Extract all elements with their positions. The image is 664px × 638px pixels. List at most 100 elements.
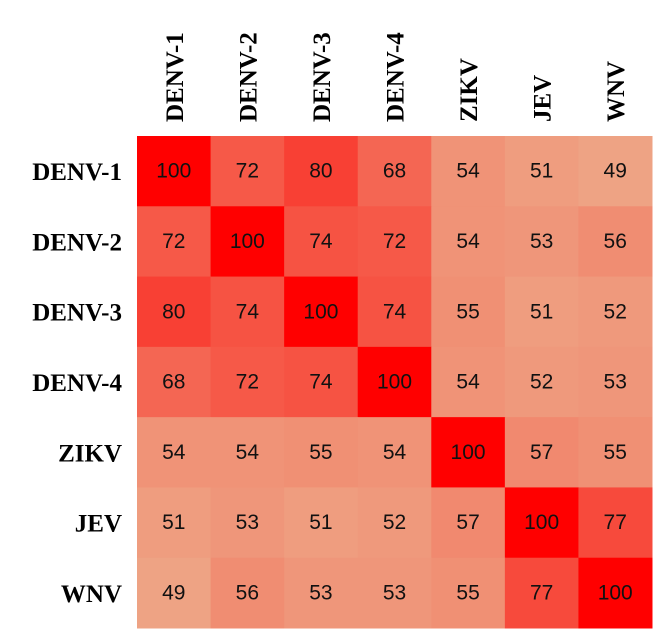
cell-label: 55 — [309, 441, 332, 464]
cell-label: 55 — [604, 441, 627, 464]
x-tick-label: DENV-2 — [235, 32, 262, 122]
cell-label: 100 — [230, 230, 265, 253]
y-tick-label: DENV-2 — [32, 229, 122, 256]
cell-label: 54 — [162, 441, 186, 464]
heatmap-cell — [284, 417, 359, 488]
heatmap-cell — [357, 136, 432, 207]
cell-label: 53 — [383, 581, 406, 604]
heatmap-cell — [578, 487, 653, 559]
x-tick-label: DENV-3 — [309, 32, 336, 122]
heatmap-cell — [137, 276, 212, 348]
cell-label: 77 — [604, 511, 627, 534]
cell-label: 54 — [456, 230, 480, 253]
heatmap-cell — [137, 487, 212, 559]
cell-label: 54 — [456, 371, 480, 394]
heatmap-cell — [137, 417, 212, 488]
heatmap-cell — [137, 346, 212, 418]
heatmap-cell — [284, 276, 359, 348]
cell-label: 74 — [236, 300, 260, 323]
cell-label: 72 — [162, 230, 185, 253]
heatmap-cell — [210, 487, 285, 559]
cell-label: 51 — [162, 511, 185, 534]
heatmap-cell — [137, 136, 212, 207]
cell-label: 57 — [456, 511, 479, 534]
y-tick-label: ZIKV — [58, 440, 122, 467]
heatmap-cell — [210, 346, 285, 418]
heatmap-cell — [431, 417, 506, 488]
cell-label: 72 — [383, 230, 406, 253]
heatmap-cell — [578, 346, 653, 418]
cell-label: 57 — [530, 441, 553, 464]
y-tick-label: DENV-4 — [32, 370, 122, 397]
cell-label: 52 — [604, 300, 627, 323]
cell-label: 52 — [530, 371, 553, 394]
cell-label: 54 — [383, 441, 407, 464]
cell-label: 55 — [456, 300, 479, 323]
heatmap-cell — [137, 206, 212, 278]
heatmap-cell — [578, 417, 653, 488]
cell-label: 54 — [236, 441, 260, 464]
heatmap-cell — [284, 206, 359, 278]
x-tick-label: DENV-1 — [162, 32, 189, 122]
cell-label: 51 — [309, 511, 332, 534]
x-tick-label: ZIKV — [456, 58, 483, 122]
heatmap-cell — [284, 136, 359, 207]
cell-label: 80 — [309, 160, 332, 183]
cell-label: 74 — [383, 300, 407, 323]
heatmap-cell — [210, 417, 285, 488]
cell-label: 72 — [236, 371, 259, 394]
cell-label: 53 — [309, 581, 332, 604]
heatmap-cell — [504, 136, 579, 207]
cell-label: 100 — [451, 441, 486, 464]
heatmap-cell — [210, 276, 285, 348]
heatmap-cell — [210, 206, 285, 278]
heatmap-cell — [137, 557, 212, 629]
heatmap-cell — [504, 557, 579, 629]
x-tick-label: DENV-4 — [383, 32, 410, 122]
cell-label: 100 — [524, 511, 559, 534]
y-tick-label: DENV-3 — [32, 300, 122, 327]
heatmap-cell — [357, 417, 432, 488]
heatmap-cell — [504, 276, 579, 348]
heatmap-cell — [431, 487, 506, 559]
heatmap-cell — [357, 276, 432, 348]
heatmap-cell — [578, 557, 653, 629]
cell-label: 55 — [456, 581, 479, 604]
heatmap-cell — [504, 417, 579, 488]
cell-label: 77 — [530, 581, 553, 604]
cell-label: 74 — [309, 371, 333, 394]
cell-label: 100 — [598, 581, 633, 604]
cell-label: 68 — [383, 160, 406, 183]
x-tick-label: WNV — [603, 61, 630, 122]
heatmap-cell — [431, 206, 506, 278]
cell-label: 100 — [156, 160, 191, 183]
heatmap-cell — [284, 557, 359, 629]
heatmap-cell — [284, 346, 359, 418]
cell-label: 80 — [162, 300, 185, 323]
cell-label: 52 — [383, 511, 406, 534]
cell-label: 49 — [162, 581, 185, 604]
cell-label: 56 — [236, 581, 259, 604]
heatmap-cell — [357, 487, 432, 559]
heatmap-cell — [284, 487, 359, 559]
y-tick-label: WNV — [61, 581, 122, 608]
cell-label: 53 — [530, 230, 553, 253]
cell-label: 74 — [309, 230, 333, 253]
heatmap-cell — [431, 557, 506, 629]
heatmap-cell — [578, 136, 653, 207]
heatmap-cell — [431, 346, 506, 418]
cell-label: 53 — [604, 371, 627, 394]
cell-label: 51 — [530, 300, 553, 323]
y-tick-label: DENV-1 — [32, 159, 122, 186]
cell-label: 53 — [236, 511, 259, 534]
cell-label: 68 — [162, 371, 185, 394]
heatmap-cell — [431, 136, 506, 207]
cell-label: 56 — [604, 230, 627, 253]
cell-label: 49 — [604, 160, 627, 183]
x-tick-label: JEV — [530, 75, 557, 122]
heatmap-cell — [504, 346, 579, 418]
heatmap-cell — [431, 276, 506, 348]
cell-label: 100 — [377, 371, 412, 394]
cell-label: 100 — [303, 300, 338, 323]
heatmap-cell — [578, 206, 653, 278]
